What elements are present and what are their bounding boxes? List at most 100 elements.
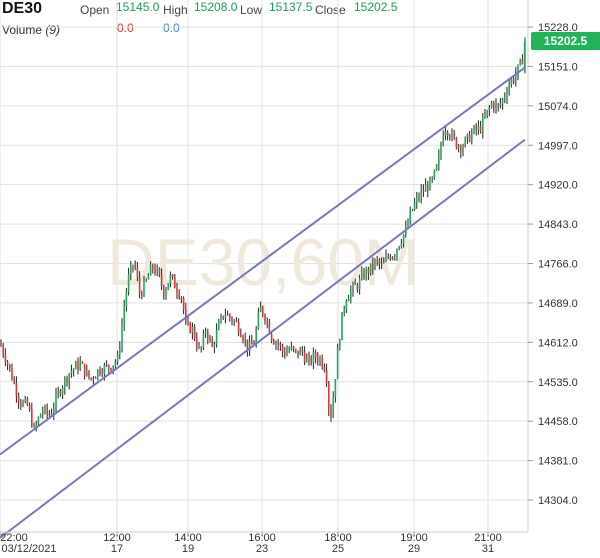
candle-down bbox=[92, 378, 95, 380]
candle-down bbox=[363, 272, 365, 278]
candle-up bbox=[42, 411, 44, 415]
candle-up bbox=[105, 364, 108, 366]
candle-down bbox=[268, 321, 271, 334]
candle-down bbox=[154, 268, 156, 274]
candle-down bbox=[328, 382, 330, 410]
candle-down bbox=[251, 341, 253, 345]
open-value: 15145.0 bbox=[116, 0, 160, 14]
candle-up bbox=[70, 370, 73, 374]
y-tick-label: 14920.0 bbox=[538, 180, 578, 192]
candle-up bbox=[55, 394, 57, 408]
candle-up bbox=[431, 178, 433, 180]
candle-up bbox=[191, 326, 194, 333]
candle-up bbox=[35, 423, 37, 427]
candle-up bbox=[226, 314, 229, 316]
candle-up bbox=[488, 107, 491, 111]
candle-down bbox=[497, 103, 499, 106]
candle-up bbox=[394, 255, 396, 258]
candle-up bbox=[218, 321, 220, 330]
y-tick-label: 14766.0 bbox=[538, 259, 578, 271]
x-tick-time: 21:00 bbox=[474, 532, 502, 544]
symbol-title: DE30 bbox=[2, 0, 43, 17]
candle-up bbox=[132, 265, 134, 267]
candle-up bbox=[396, 249, 398, 256]
y-tick-label: 15074.0 bbox=[538, 101, 578, 113]
close-value: 15202.5 bbox=[354, 0, 398, 14]
candle-up bbox=[121, 324, 123, 348]
low-value: 15137.5 bbox=[269, 0, 313, 14]
candle-up bbox=[255, 328, 257, 346]
x-tick-time: 12:00 bbox=[103, 532, 131, 544]
candle-up bbox=[44, 406, 46, 412]
candle-down bbox=[446, 131, 449, 137]
candle-down bbox=[15, 382, 18, 396]
candle-down bbox=[422, 190, 425, 192]
candle-down bbox=[325, 370, 328, 383]
candle-down bbox=[108, 364, 110, 369]
candle-up bbox=[64, 378, 66, 388]
candle-up bbox=[438, 155, 440, 165]
last-price-badge: 15202.5 bbox=[531, 32, 600, 50]
candle-up bbox=[202, 333, 205, 348]
candle-down bbox=[211, 338, 213, 347]
candle-up bbox=[39, 414, 42, 418]
candle-up bbox=[167, 283, 169, 290]
candle-down bbox=[59, 391, 62, 395]
candle-up bbox=[114, 361, 117, 366]
candle-down bbox=[88, 370, 90, 378]
candle-up bbox=[471, 132, 473, 142]
candle-up bbox=[464, 137, 466, 147]
candle-down bbox=[323, 367, 326, 371]
candle-up bbox=[112, 365, 114, 371]
y-tick-label: 14843.0 bbox=[538, 219, 578, 231]
candle-down bbox=[28, 405, 31, 410]
x-tick-date: 17 bbox=[111, 543, 123, 555]
candle-down bbox=[277, 342, 279, 345]
candle-up bbox=[391, 257, 394, 260]
x-tick-date: 29 bbox=[408, 543, 420, 555]
candle-down bbox=[178, 292, 180, 298]
candle-up bbox=[510, 79, 513, 85]
candle-down bbox=[512, 79, 515, 82]
candle-up bbox=[350, 290, 352, 299]
candle-down bbox=[237, 321, 240, 333]
y-tick-label: 14381.0 bbox=[538, 456, 578, 468]
x-tick-date: 19 bbox=[182, 543, 194, 555]
candle-down bbox=[301, 349, 304, 352]
candle-down bbox=[229, 314, 231, 319]
candle-down bbox=[367, 269, 370, 274]
y-tick-label: 14535.0 bbox=[538, 377, 578, 389]
candle-up bbox=[490, 102, 493, 108]
y-tick-label: 14689.0 bbox=[538, 298, 578, 310]
x-tick-time: 18:00 bbox=[324, 532, 352, 544]
candle-down bbox=[262, 306, 264, 316]
candle-up bbox=[462, 146, 464, 152]
x-tick-date: 31 bbox=[482, 543, 494, 555]
candle-down bbox=[31, 409, 33, 427]
candle-up bbox=[442, 135, 444, 146]
candle-up bbox=[504, 97, 506, 100]
candle-down bbox=[246, 339, 249, 351]
candle-down bbox=[26, 399, 29, 406]
grid-lines bbox=[0, 0, 528, 532]
candle-down bbox=[136, 267, 139, 278]
candle-up bbox=[482, 117, 484, 132]
y-tick-label: 14612.0 bbox=[538, 337, 578, 349]
candle-up bbox=[402, 234, 405, 244]
candle-down bbox=[354, 283, 356, 286]
trend-channel[interactable] bbox=[0, 66, 526, 539]
candle-up bbox=[519, 59, 521, 65]
candle-up bbox=[57, 391, 59, 395]
candle-up bbox=[79, 362, 81, 370]
candle-up bbox=[244, 339, 246, 341]
high-value: 15208.0 bbox=[194, 0, 238, 14]
candle-down bbox=[266, 321, 268, 323]
candle-up bbox=[433, 170, 436, 179]
volume-value-1: 0.0 bbox=[117, 21, 134, 35]
channel-lower-line bbox=[0, 138, 526, 539]
candle-up bbox=[398, 246, 400, 250]
candle-down bbox=[427, 185, 429, 191]
candle-up bbox=[429, 178, 431, 191]
candle-up bbox=[352, 283, 354, 291]
